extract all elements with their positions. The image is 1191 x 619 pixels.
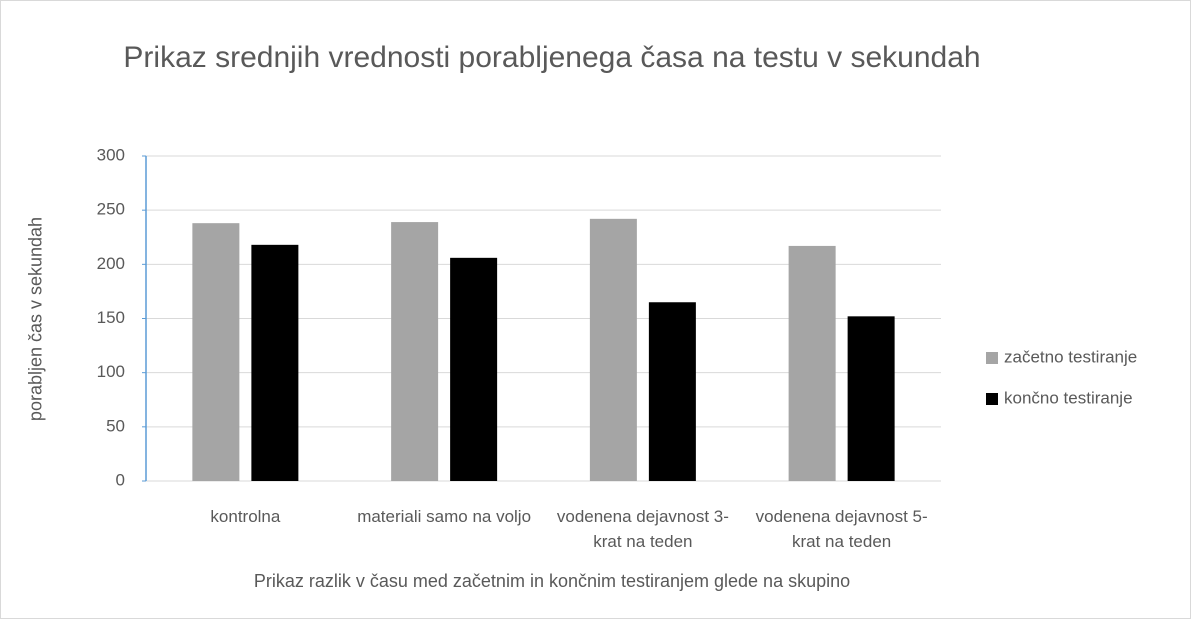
bar <box>788 245 836 481</box>
bar <box>847 316 895 481</box>
y-tick-label: 0 <box>116 470 125 489</box>
y-tick-label: 100 <box>97 362 125 381</box>
x-tick-label: materiali samo na voljo <box>357 507 532 526</box>
y-tick-label: 150 <box>97 308 125 327</box>
legend-swatch <box>986 352 998 364</box>
legend-label: začetno testiranje <box>1004 347 1137 366</box>
chart-title: Prikaz srednjih vrednosti porabljenega č… <box>123 41 981 74</box>
legend-swatch <box>986 393 998 405</box>
bar <box>251 244 299 481</box>
y-tick-label: 250 <box>97 200 125 219</box>
y-tick-label: 200 <box>97 254 125 273</box>
y-axis-title: porabljen čas v sekundah <box>25 216 46 422</box>
bar <box>391 222 439 482</box>
y-tick-label: 300 <box>97 145 125 164</box>
bar <box>589 218 637 482</box>
bar <box>450 257 498 481</box>
x-tick-label: kontrolna <box>210 507 281 526</box>
x-tick-label: vodenena dejavnost 5-krat na teden <box>755 507 928 551</box>
bar <box>192 223 240 481</box>
bar <box>648 302 696 481</box>
y-tick-label: 50 <box>106 416 125 435</box>
x-axis-title: Prikaz razlik v času med začetnim in kon… <box>253 571 851 591</box>
x-tick-label: vodenena dejavnost 3-krat na teden <box>556 507 729 551</box>
legend-label: končno testiranje <box>1004 388 1133 407</box>
